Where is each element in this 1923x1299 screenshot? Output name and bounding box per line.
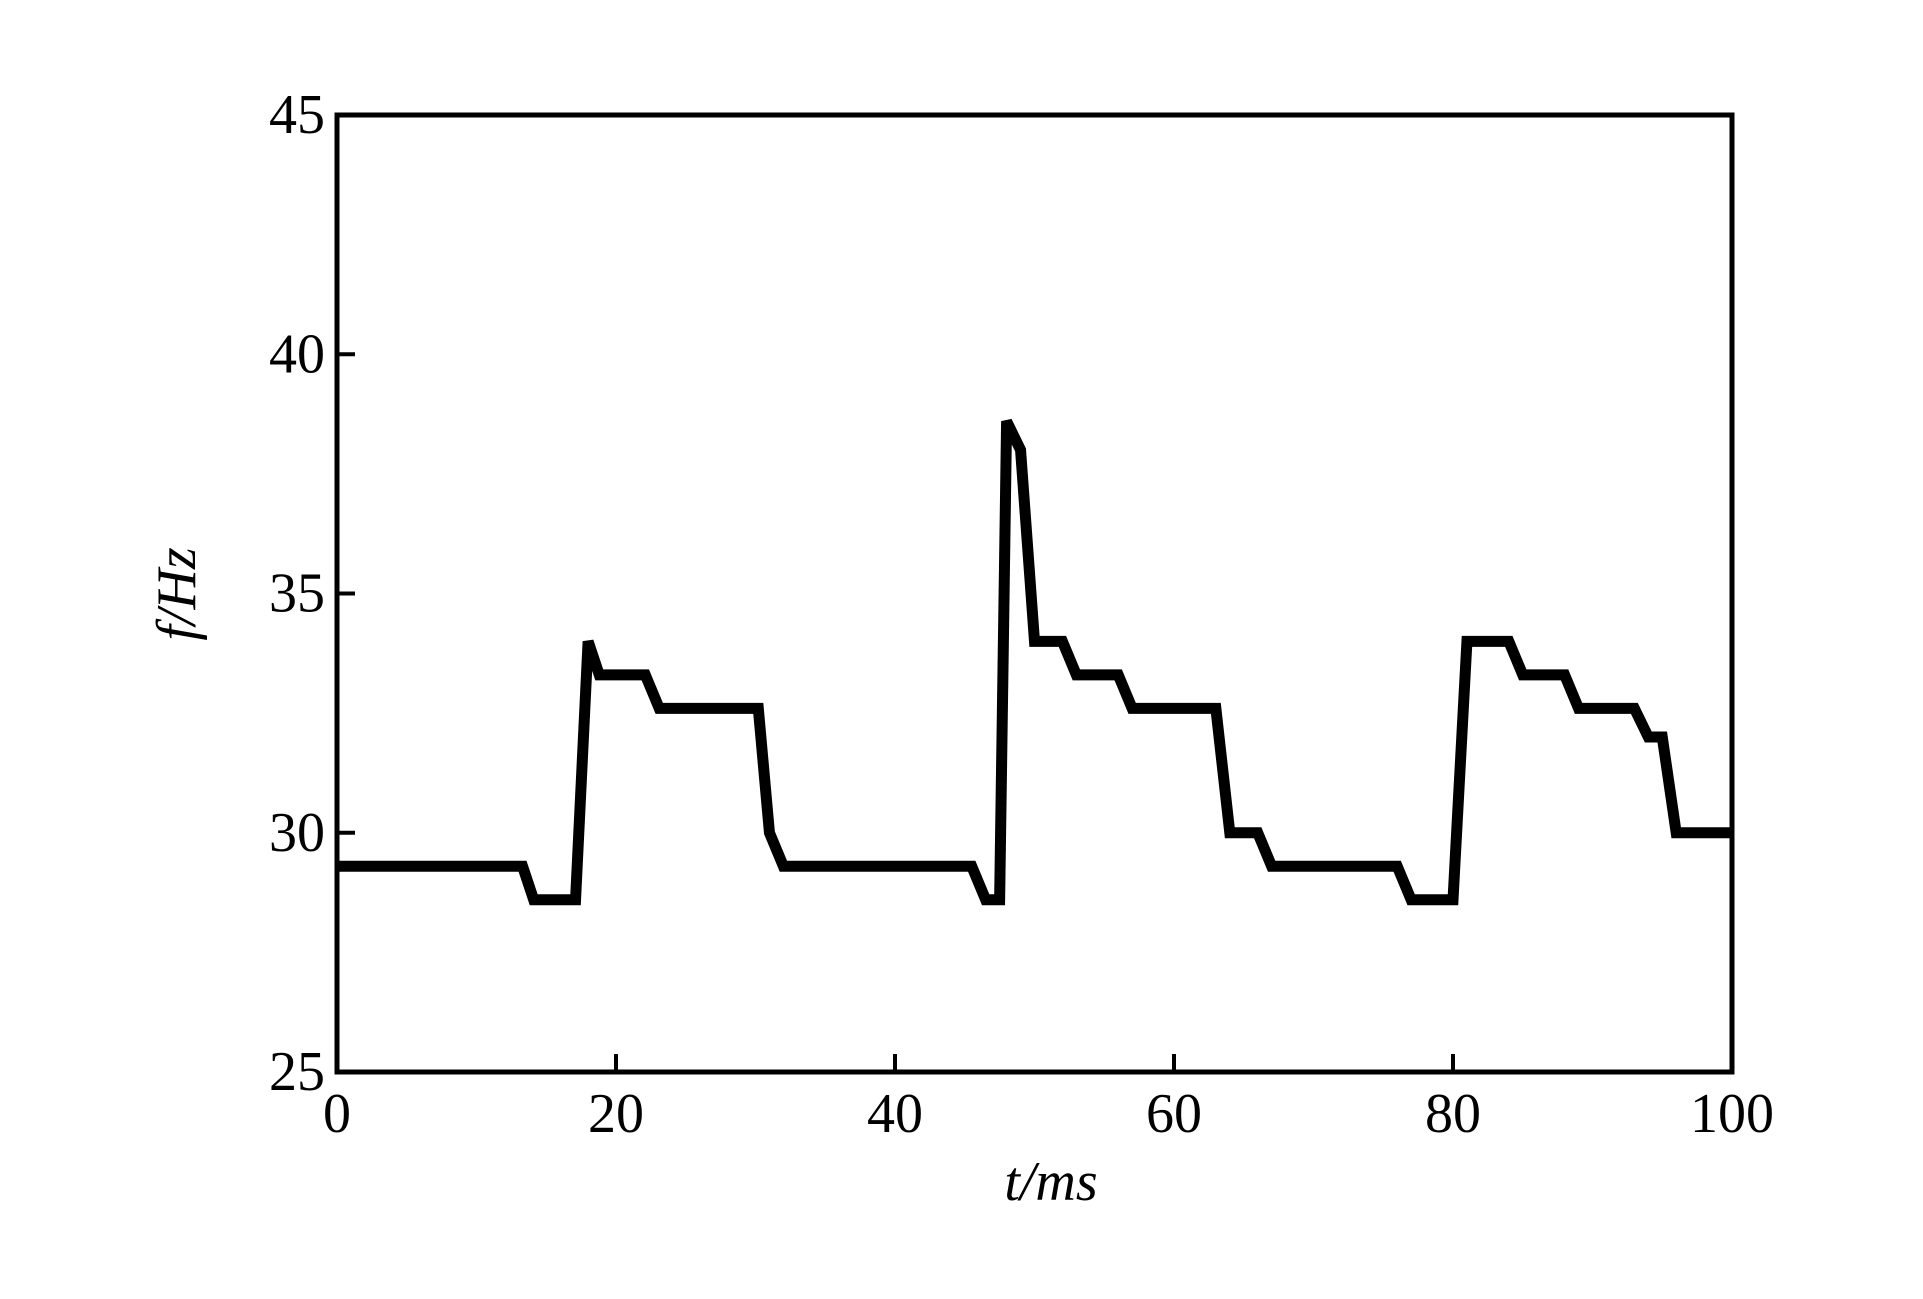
plot-frame: [334, 112, 1735, 1075]
y-tick-label: 30: [269, 802, 325, 864]
data-line: [337, 418, 1732, 906]
y-axis-label: f/Hz: [146, 547, 208, 641]
x-tick-label: 100: [1690, 1083, 1774, 1145]
x-tick-label: 80: [1425, 1083, 1481, 1145]
x-tick-label: 40: [867, 1083, 923, 1145]
x-tick-label: 0: [323, 1083, 351, 1145]
y-tick-label: 25: [269, 1041, 325, 1103]
y-tick-label: 40: [269, 323, 325, 385]
y-tick-label: 35: [269, 563, 325, 625]
x-axis-label: t/ms: [1004, 1151, 1097, 1213]
x-tick-label: 60: [1146, 1083, 1202, 1145]
x-tick-label: 20: [588, 1083, 644, 1145]
y-tick-label: 45: [269, 84, 325, 146]
